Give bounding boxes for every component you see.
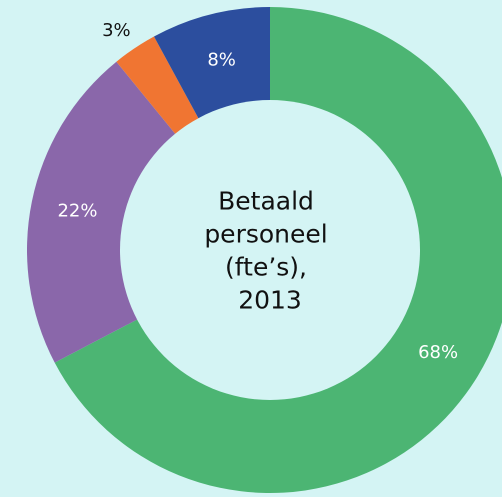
slice-labels: 68% 22% 3% 8% [57,20,458,363]
center-title-line-4: 2013 [238,286,302,315]
center-title-line-2: personeel [204,220,327,249]
center-title: Betaald personeel (fte’s), 2013 [204,187,335,315]
center-title-line-3: (fte’s), [225,253,307,282]
slice-label-3: 8% [207,50,236,71]
slice-label-0: 68% [418,342,458,363]
slice-label-2: 3% [102,20,131,41]
center-title-line-1: Betaald [218,187,314,216]
donut-hole [120,100,420,400]
slice-label-1: 22% [57,201,97,222]
